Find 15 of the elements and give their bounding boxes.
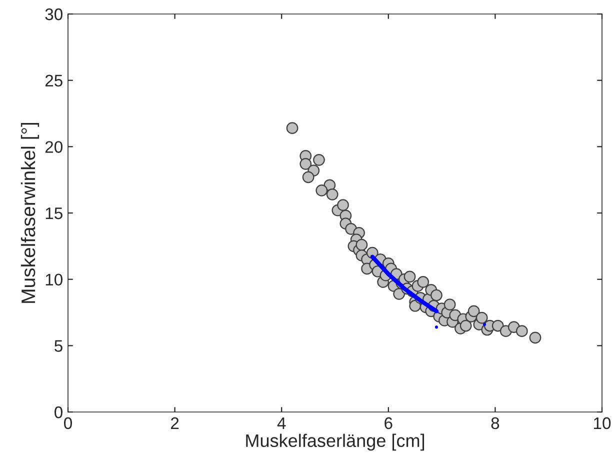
x-tick-label: 6: [384, 417, 392, 430]
y-tick-label: 0: [54, 406, 62, 418]
x-tick-label: 2: [171, 417, 179, 429]
y-tick-label: 20: [45, 141, 62, 153]
y-tick-label: 10: [46, 274, 62, 286]
x-tick-label: 0: [64, 417, 72, 430]
x-tick-label: 10: [594, 417, 611, 430]
y-axis-title: Muskelfaserwinkel [°]: [20, 122, 40, 303]
x-tick-label: 8: [491, 417, 500, 430]
y-tick-label: 15: [46, 208, 62, 220]
y-tick-label: 5: [54, 340, 62, 352]
x-tick-label: 4: [277, 417, 286, 429]
x-axis-title: Muskelfaserlänge [cm]: [246, 434, 424, 451]
y-tick-label: 30: [45, 8, 62, 20]
y-tick-label: 25: [45, 74, 62, 87]
